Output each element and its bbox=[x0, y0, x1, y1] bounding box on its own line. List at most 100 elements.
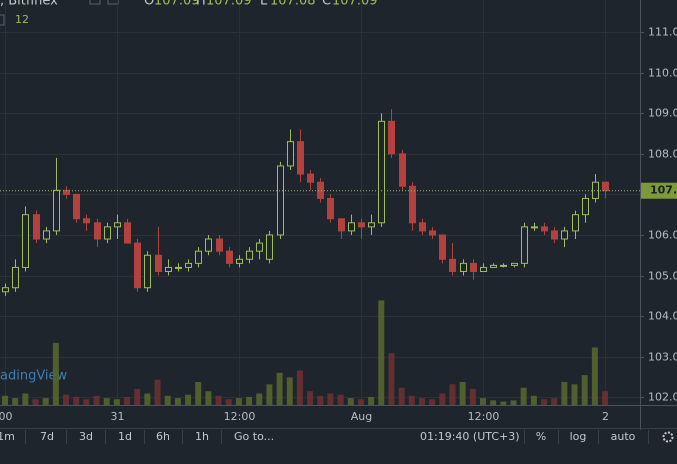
clock: 01:19:40 (UTC+3) bbox=[420, 430, 520, 443]
candle-body bbox=[541, 226, 548, 232]
volume-bar bbox=[571, 384, 578, 405]
volume-bar bbox=[286, 377, 293, 405]
legend-value: 107.09 bbox=[154, 0, 200, 9]
volume-bar bbox=[256, 393, 263, 405]
watermark: adingView bbox=[0, 369, 68, 384]
chart-title: , Bitfinex bbox=[0, 0, 58, 9]
candle-body bbox=[439, 234, 446, 260]
volume-bar bbox=[357, 399, 364, 405]
volume-icon bbox=[0, 14, 5, 26]
y-tick-label: 103.0 bbox=[648, 351, 677, 364]
x-tick-label: 12:00 bbox=[224, 410, 256, 423]
y-tick-label: 106.0 bbox=[648, 229, 677, 242]
volume-bar bbox=[246, 396, 253, 405]
volume-bar bbox=[307, 391, 314, 405]
interval-button[interactable]: 1h bbox=[195, 430, 209, 443]
volume-bar bbox=[164, 395, 171, 405]
log-button[interactable]: log bbox=[570, 430, 587, 443]
interval-button[interactable]: 1d bbox=[118, 430, 132, 443]
volume-bar bbox=[22, 393, 29, 405]
volume-bar bbox=[32, 399, 39, 405]
volume-bar bbox=[418, 398, 425, 405]
volume-bar bbox=[551, 398, 558, 405]
volume-bar bbox=[581, 375, 588, 405]
candle-body bbox=[83, 218, 90, 224]
volume-bar bbox=[408, 395, 415, 405]
candle-body bbox=[33, 214, 40, 240]
candle-body bbox=[378, 120, 385, 224]
candle-body bbox=[449, 258, 456, 272]
volume-bar bbox=[388, 353, 395, 405]
candle-body bbox=[470, 262, 477, 272]
y-tick-label: 105.0 bbox=[648, 270, 677, 283]
volume-bar bbox=[378, 300, 385, 405]
y-tick-label: 111.0 bbox=[648, 26, 677, 39]
x-tick-label: 2 bbox=[602, 410, 609, 423]
percent-button[interactable]: % bbox=[536, 430, 546, 443]
volume-bar bbox=[134, 388, 141, 405]
candle-body bbox=[521, 226, 528, 264]
candle-body bbox=[205, 238, 212, 252]
candle-body bbox=[185, 262, 192, 268]
candle-body bbox=[602, 181, 609, 192]
y-tick-label: 104.0 bbox=[648, 310, 677, 323]
candle-body bbox=[277, 165, 284, 236]
volume-bar bbox=[449, 384, 456, 405]
interval-button[interactable]: 1m bbox=[0, 430, 15, 443]
candle-body bbox=[307, 173, 314, 183]
candle-body bbox=[388, 120, 395, 155]
volume-bar bbox=[215, 395, 222, 405]
candle-body bbox=[460, 262, 467, 272]
volume-bar bbox=[12, 398, 19, 405]
volume-bar bbox=[154, 379, 161, 405]
legend-value: 107.09 bbox=[332, 0, 378, 9]
volume-bar bbox=[185, 394, 192, 405]
volume-bar bbox=[479, 398, 486, 405]
candle-body bbox=[399, 153, 406, 187]
auto-button[interactable]: auto bbox=[611, 430, 636, 443]
candle-body bbox=[12, 266, 19, 289]
volume-bar bbox=[327, 393, 334, 405]
candle-body bbox=[327, 197, 334, 220]
y-tick-label: 108.0 bbox=[648, 148, 677, 161]
goto-button[interactable]: Go to... bbox=[234, 430, 274, 443]
volume-bar bbox=[113, 399, 120, 405]
settings-icon[interactable] bbox=[662, 431, 674, 443]
legend-key: O bbox=[144, 0, 154, 9]
candle-body bbox=[114, 222, 121, 228]
candle-body bbox=[551, 230, 558, 240]
volume-bar bbox=[266, 384, 273, 405]
candle-body bbox=[175, 266, 182, 269]
interval-button[interactable]: 6h bbox=[156, 430, 170, 443]
volume-bar bbox=[317, 395, 324, 405]
volume-bar bbox=[63, 394, 70, 405]
candle-body bbox=[592, 181, 599, 199]
volume-bar bbox=[93, 395, 100, 405]
volume-bar bbox=[42, 398, 49, 405]
legend-value: 107.09 bbox=[206, 0, 252, 9]
volume-bar bbox=[602, 391, 609, 405]
candle-body bbox=[256, 242, 263, 252]
legend-key: H bbox=[196, 0, 206, 9]
candle-body bbox=[348, 222, 355, 232]
candle-body bbox=[155, 254, 162, 272]
volume-bar bbox=[52, 342, 59, 405]
y-tick-label: 110.0 bbox=[648, 67, 677, 80]
y-tick-label: 109.0 bbox=[648, 107, 677, 120]
candle-body bbox=[429, 230, 436, 236]
candle-body bbox=[490, 264, 497, 268]
candle-body bbox=[22, 214, 29, 268]
interval-button[interactable]: 3d bbox=[79, 430, 93, 443]
candle-body bbox=[124, 222, 131, 244]
volume-bar bbox=[124, 396, 131, 405]
candle-body bbox=[572, 214, 579, 232]
volume-bar bbox=[541, 399, 548, 405]
volume-bar bbox=[591, 347, 598, 405]
candle-body bbox=[582, 197, 589, 216]
candle-body bbox=[104, 226, 111, 240]
volume-bar bbox=[469, 388, 476, 405]
interval-button[interactable]: 7d bbox=[40, 430, 54, 443]
legend-value: 107.08 bbox=[270, 0, 316, 9]
candle-body bbox=[144, 254, 151, 289]
